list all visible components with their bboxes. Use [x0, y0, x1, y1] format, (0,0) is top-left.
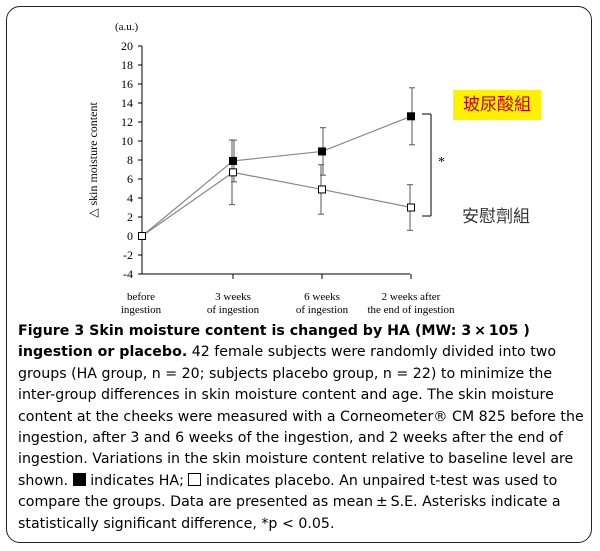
data-point: [138, 232, 146, 240]
data-point: [229, 156, 237, 165]
caption-title: Figure 3 Skin moisture content is change…: [18, 323, 530, 361]
y-tick-label: 0: [127, 229, 133, 243]
caption-text-2: indicates HA;: [85, 472, 189, 489]
y-tick-label: 2: [127, 210, 133, 224]
data-point: [229, 168, 237, 177]
x-tick-label: 2 weeks after the end of ingestion: [367, 291, 455, 316]
caption-text-1: 42 female subjects were randomly divided…: [18, 344, 584, 489]
series-line-1: [141, 171, 412, 237]
legend-placebo-group: 安慰劑組: [462, 207, 530, 227]
significance-bracket: [422, 113, 432, 217]
y-tick-label: 8: [127, 153, 133, 167]
open-square-icon: [188, 472, 202, 486]
y-tick-label: -4: [123, 267, 133, 281]
data-point: [318, 147, 326, 156]
filled-square-icon: [72, 472, 86, 486]
figure-frame: [6, 6, 592, 543]
y-tick-label: 6: [127, 172, 133, 186]
significance-asterisk: *: [438, 155, 445, 170]
y-tick-label: 10: [121, 134, 133, 148]
legend-ha-group: 玻尿酸組: [453, 90, 541, 120]
figure-caption: Figure 3 Skin moisture content is change…: [18, 321, 588, 535]
data-point: [407, 203, 415, 212]
y-tick-label: 4: [127, 191, 133, 205]
x-tick-label: before ingestion: [121, 291, 162, 316]
y-tick-label: 12: [121, 115, 133, 129]
y-tick-label: -2: [123, 248, 133, 262]
data-point: [318, 185, 326, 194]
skin-moisture-chart: (a.u.) △ skin moisture content -4 -2 0 2 4 6 8…: [86, 21, 455, 316]
y-axis-label: △ skin moisture content: [86, 102, 100, 218]
y-axis-unit: (a.u.): [115, 21, 139, 33]
data-point: [407, 112, 415, 121]
series-line-0: [141, 115, 412, 237]
y-tick-label: 14: [121, 96, 133, 110]
x-tick-label: 6 weeks of ingestion: [296, 291, 349, 316]
y-tick-label: 16: [121, 77, 133, 91]
x-tick-label: 3 weeks of ingestion: [207, 291, 260, 316]
y-tick-label: 18: [121, 58, 133, 72]
caption-text-3: indicates placebo. An unpaired t-test wa…: [18, 472, 561, 532]
y-tick-label: 20: [121, 39, 133, 53]
